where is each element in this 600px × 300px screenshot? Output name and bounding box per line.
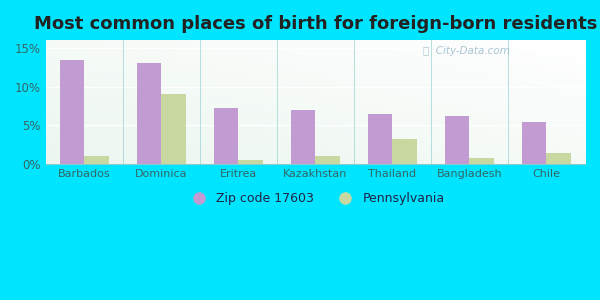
Bar bbox=[522, 122, 547, 164]
Bar bbox=[445, 116, 469, 164]
Bar bbox=[60, 59, 85, 164]
Title: Most common places of birth for foreign-born residents: Most common places of birth for foreign-… bbox=[34, 15, 597, 33]
Bar bbox=[316, 157, 340, 164]
Text: ⓘ  City-Data.com: ⓘ City-Data.com bbox=[423, 46, 510, 56]
Bar bbox=[85, 157, 109, 164]
Bar bbox=[161, 94, 186, 164]
Bar bbox=[547, 153, 571, 164]
Legend: Zip code 17603, Pennsylvania: Zip code 17603, Pennsylvania bbox=[181, 187, 450, 210]
Bar bbox=[214, 108, 238, 164]
Bar bbox=[392, 139, 417, 164]
Bar bbox=[137, 63, 161, 164]
Bar bbox=[368, 114, 392, 164]
Bar bbox=[469, 158, 494, 164]
Bar bbox=[291, 110, 316, 164]
Bar bbox=[238, 160, 263, 164]
